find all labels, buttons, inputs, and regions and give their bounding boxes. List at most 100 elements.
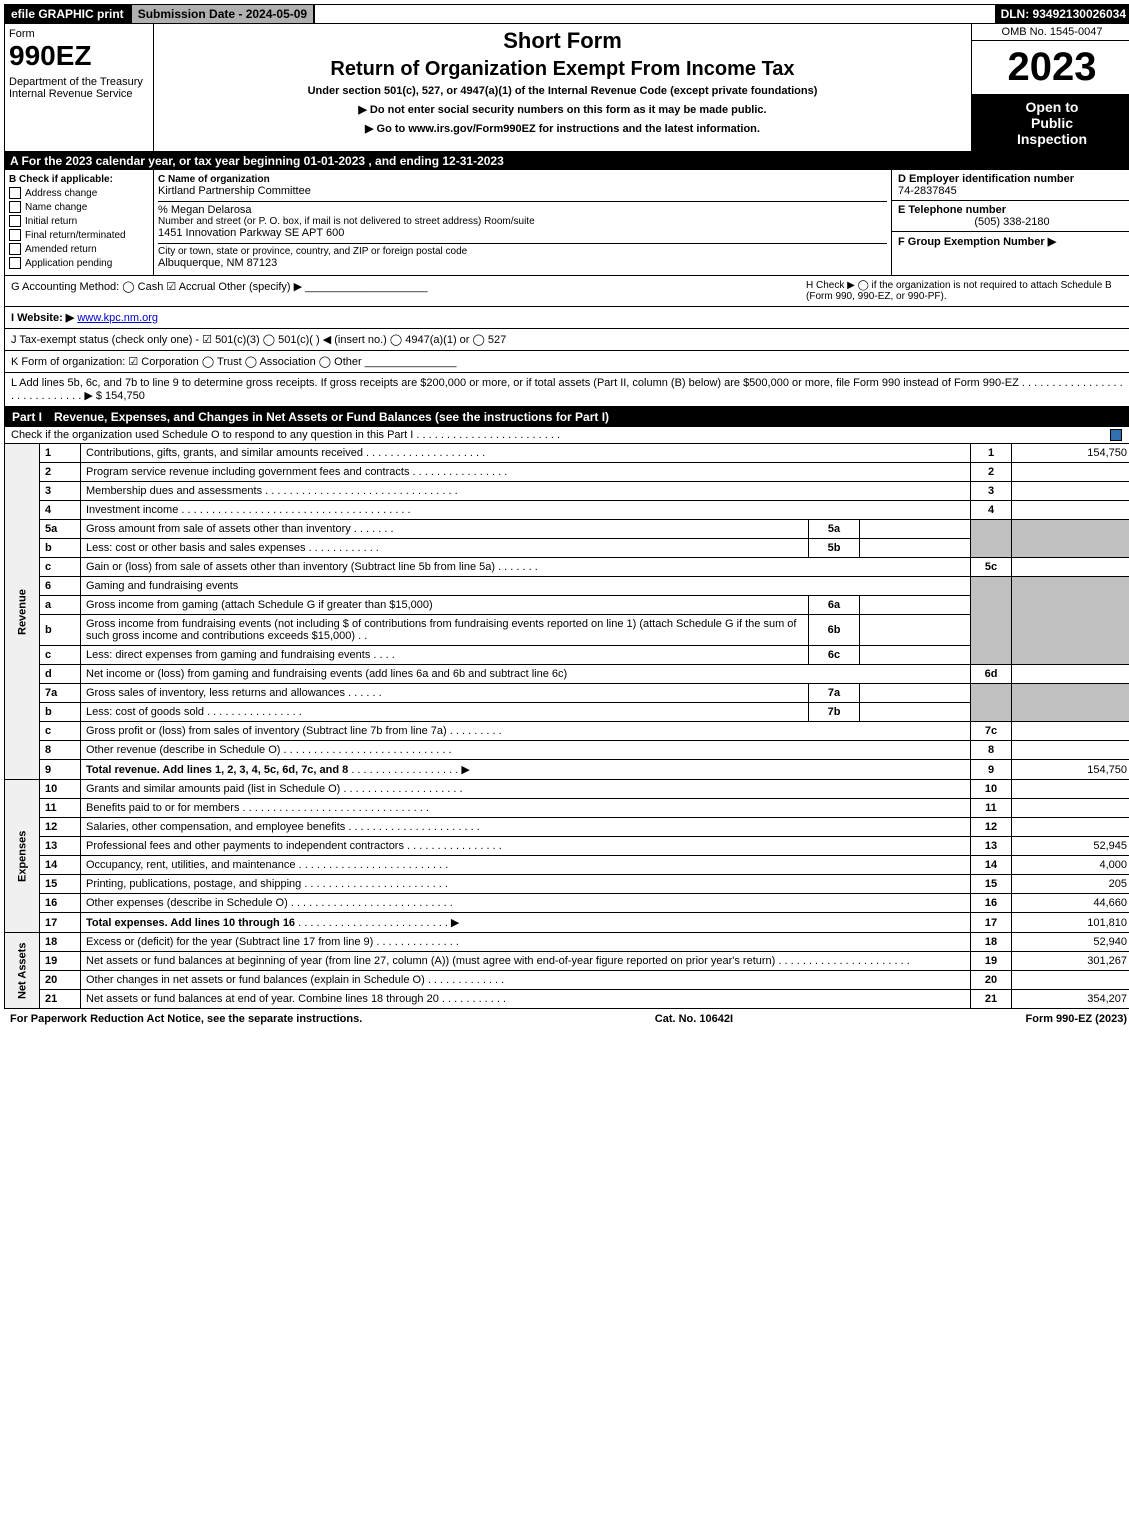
schedule-b-check: H Check ▶ ◯ if the organization is not r… [806, 280, 1126, 302]
sub-value [860, 539, 971, 558]
expenses-side-label: Expenses [5, 780, 40, 933]
sub-ref: 7a [809, 684, 860, 703]
sub-ref: 6a [809, 596, 860, 615]
phone-block: E Telephone number (505) 338-2180 [892, 201, 1129, 232]
table-row: 7a Gross sales of inventory, less return… [5, 684, 1129, 703]
grey-cell [1012, 684, 1129, 722]
line-ref: 16 [971, 894, 1012, 913]
efile-label[interactable]: efile GRAPHIC print [5, 5, 130, 23]
table-row: 14 Occupancy, rent, utilities, and maint… [5, 856, 1129, 875]
sub-ref: 6b [809, 615, 860, 646]
accounting-method: G Accounting Method: ◯ Cash ☑ Accrual Ot… [11, 280, 806, 302]
table-row: 19 Net assets or fund balances at beginn… [5, 952, 1129, 971]
line-ref: 7c [971, 722, 1012, 741]
line-number: 9 [40, 760, 81, 780]
checkbox-icon [9, 243, 21, 255]
line-ref: 3 [971, 482, 1012, 501]
department: Department of the Treasury Internal Reve… [9, 76, 149, 100]
line-ref: 9 [971, 760, 1012, 780]
goto-link[interactable]: ▶ Go to www.irs.gov/Form990EZ for instru… [158, 122, 967, 135]
line-desc: Net income or (loss) from gaming and fun… [86, 668, 567, 680]
row-l: L Add lines 5b, 6c, and 7b to line 9 to … [4, 373, 1129, 407]
line-amount: 154,750 [1012, 444, 1129, 463]
sub-ref: 5b [809, 539, 860, 558]
line-amount [1012, 665, 1129, 684]
part-1-header: Part I Revenue, Expenses, and Changes in… [4, 407, 1129, 427]
check-application-pending[interactable]: Application pending [9, 257, 149, 269]
line-desc: Investment income [86, 504, 178, 516]
line-desc: Less: cost of goods sold [86, 706, 204, 718]
footer-mid: Cat. No. 10642I [655, 1013, 733, 1025]
table-row: Net Assets 18 Excess or (deficit) for th… [5, 933, 1129, 952]
website-label: I Website: ▶ [11, 312, 74, 324]
check-name-change[interactable]: Name change [9, 201, 149, 213]
checkbox-icon [9, 229, 21, 241]
c-addr-label: Number and street (or P. O. box, if mail… [158, 216, 887, 227]
line-amount [1012, 482, 1129, 501]
line-number: 1 [40, 444, 81, 463]
line-amount: 205 [1012, 875, 1129, 894]
ein-value: 74-2837845 [898, 185, 1126, 197]
table-row: c Gain or (loss) from sale of assets oth… [5, 558, 1129, 577]
table-row: 20 Other changes in net assets or fund b… [5, 971, 1129, 990]
line-number: b [40, 703, 81, 722]
line-desc: Net assets or fund balances at beginning… [86, 955, 775, 967]
return-title: Return of Organization Exempt From Incom… [158, 58, 967, 81]
column-de: D Employer identification number 74-2837… [892, 170, 1129, 275]
check-address-change[interactable]: Address change [9, 187, 149, 199]
line-desc: Gaming and fundraising events [86, 580, 238, 592]
website-link[interactable]: www.kpc.nm.org [77, 312, 158, 324]
line-number: 10 [40, 780, 81, 799]
checkbox-icon [9, 201, 21, 213]
footer-left: For Paperwork Reduction Act Notice, see … [10, 1013, 362, 1025]
line-desc: Salaries, other compensation, and employ… [86, 821, 345, 833]
check-label: Amended return [25, 244, 97, 255]
line-number: 18 [40, 933, 81, 952]
check-final-return[interactable]: Final return/terminated [9, 229, 149, 241]
grey-cell [1012, 520, 1129, 558]
street-address: 1451 Innovation Parkway SE APT 600 [158, 227, 887, 239]
line-desc: Professional fees and other payments to … [86, 840, 404, 852]
table-row: 16 Other expenses (describe in Schedule … [5, 894, 1129, 913]
check-label: Application pending [25, 258, 112, 269]
line-number: 14 [40, 856, 81, 875]
checkbox-checked-icon[interactable] [1110, 429, 1122, 441]
table-row: d Net income or (loss) from gaming and f… [5, 665, 1129, 684]
line-ref: 14 [971, 856, 1012, 875]
line-desc: Program service revenue including govern… [86, 466, 409, 478]
checkbox-icon [9, 257, 21, 269]
sub-value [860, 615, 971, 646]
line-number: 17 [40, 913, 81, 933]
line-desc: Membership dues and assessments [86, 485, 262, 497]
line-amount [1012, 558, 1129, 577]
grey-cell [971, 520, 1012, 558]
line-number: 6 [40, 577, 81, 596]
line-ref: 1 [971, 444, 1012, 463]
line-desc: Other revenue (describe in Schedule O) [86, 744, 280, 756]
table-row: 21 Net assets or fund balances at end of… [5, 990, 1129, 1009]
check-label: Initial return [25, 216, 77, 227]
part-1-title: Revenue, Expenses, and Changes in Net As… [54, 410, 609, 424]
line-amount [1012, 463, 1129, 482]
line-amount [1012, 780, 1129, 799]
line-ref: 2 [971, 463, 1012, 482]
line-number: 3 [40, 482, 81, 501]
line-number: 15 [40, 875, 81, 894]
line-ref: 13 [971, 837, 1012, 856]
check-label: Address change [25, 188, 97, 199]
check-amended-return[interactable]: Amended return [9, 243, 149, 255]
line-desc: Gross profit or (loss) from sales of inv… [86, 725, 447, 737]
line-ref: 10 [971, 780, 1012, 799]
check-initial-return[interactable]: Initial return [9, 215, 149, 227]
table-row: 3 Membership dues and assessments . . . … [5, 482, 1129, 501]
line-desc: Printing, publications, postage, and shi… [86, 878, 301, 890]
line-desc: Benefits paid to or for members [86, 802, 239, 814]
line-amount: 301,267 [1012, 952, 1129, 971]
line-ref: 5c [971, 558, 1012, 577]
table-row: 15 Printing, publications, postage, and … [5, 875, 1129, 894]
tax-year: 2023 [972, 41, 1129, 95]
table-row: c Gross profit or (loss) from sales of i… [5, 722, 1129, 741]
line-number: 8 [40, 741, 81, 760]
line-number: b [40, 615, 81, 646]
ein-label: D Employer identification number [898, 173, 1126, 185]
